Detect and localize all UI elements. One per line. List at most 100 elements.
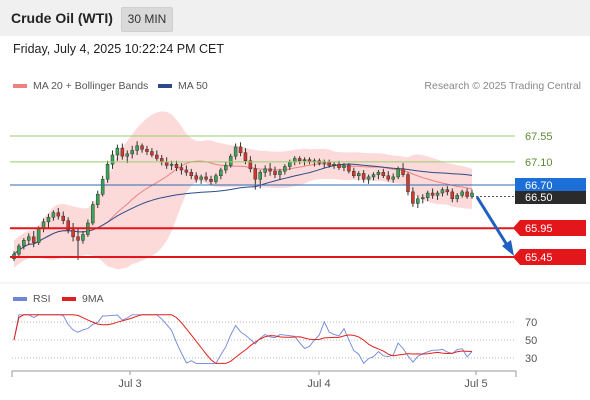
candle: [263, 165, 267, 177]
bollinger-band-area: [14, 111, 472, 270]
rsi-line-path: [13, 314, 473, 365]
candle: [460, 189, 464, 198]
level-text-67-55: 67.55: [525, 131, 553, 143]
candle: [455, 193, 459, 203]
candle: [135, 141, 139, 156]
candle: [46, 213, 51, 228]
instrument-title: Crude Oil (WTI): [11, 10, 113, 26]
candle: [440, 187, 445, 197]
legend-ma20-label: MA 20 + Bollinger Bands: [33, 80, 149, 92]
candle: [130, 145, 134, 159]
x-tick-jul3: Jul 3: [118, 378, 141, 390]
legend-ma50-label: MA 50: [178, 80, 208, 92]
candle: [36, 226, 41, 245]
candle: [66, 217, 70, 234]
rsi-gridlines: 70 50 30: [12, 317, 537, 365]
candle: [342, 163, 346, 172]
candle: [391, 173, 395, 183]
timeframe-badge[interactable]: 30 MIN: [121, 7, 173, 32]
header-bar: [0, 0, 590, 36]
level-label-67-55: 67.55: [525, 131, 553, 143]
candle: [110, 150, 115, 169]
candle: [248, 156, 253, 173]
candle: [120, 143, 125, 160]
candle: [450, 188, 455, 203]
level-label-66-70: 66.70: [515, 178, 586, 192]
candle: [56, 208, 61, 220]
level-text-65-95: 65.95: [525, 223, 553, 235]
candle: [302, 157, 307, 166]
candle: [184, 165, 189, 176]
timestamp: Friday, July 4, 2025 10:22:24 PM CET: [13, 42, 224, 56]
level-text-67-10: 67.10: [525, 157, 553, 169]
candle: [425, 190, 430, 202]
ma50-line-path: [13, 163, 473, 255]
candle: [465, 188, 469, 199]
level-label-65-45: 65.45: [513, 249, 586, 265]
candle: [401, 163, 405, 177]
candle: [71, 223, 75, 242]
candle: [145, 145, 149, 156]
ma50-line: [13, 163, 473, 255]
level-label-67-10: 67.10: [525, 157, 553, 169]
rsi-legend-label: RSI: [33, 293, 51, 305]
candle: [125, 150, 130, 164]
candle: [27, 233, 31, 245]
candle: [352, 167, 356, 179]
candle: [445, 186, 450, 196]
candle: [61, 211, 65, 225]
legend-ma20: MA 20 + Bollinger Bands: [13, 80, 148, 92]
rsi-ma9-line-path: [13, 314, 472, 364]
candle: [356, 171, 361, 181]
ma9-swatch: [62, 297, 76, 301]
candle: [189, 168, 194, 180]
candle: [150, 148, 154, 158]
credit-text: Research © 2025 Trading Central: [424, 80, 581, 92]
candle: [31, 231, 36, 248]
candle: [332, 161, 336, 169]
candle: [268, 163, 272, 176]
x-tick-jul5: Jul 5: [464, 378, 487, 390]
candle: [435, 190, 440, 200]
forecast-arrow: [475, 196, 514, 256]
ma9-legend-label: 9MA: [82, 293, 104, 305]
candle: [238, 142, 243, 157]
candle: [194, 172, 198, 183]
candle: [273, 166, 277, 179]
level-label-66-50: 66.50: [515, 191, 586, 204]
candle: [17, 243, 21, 257]
candle: [155, 150, 159, 161]
ma20-swatch: [13, 84, 27, 88]
rsi-tick-30: 30: [525, 353, 537, 365]
candles: [12, 141, 474, 262]
rsi-lines: [13, 314, 473, 365]
x-tick-jul4: Jul 4: [307, 378, 330, 390]
candle: [209, 175, 213, 185]
legend-ma50: MA 50: [158, 80, 208, 92]
candle: [115, 144, 120, 161]
candle: [95, 190, 100, 209]
level-lines: [10, 135, 515, 258]
level-text-65-45: 65.45: [525, 252, 553, 264]
candle: [81, 231, 85, 244]
candle: [214, 173, 218, 184]
candle: [283, 164, 287, 175]
candle: [179, 163, 184, 175]
candle: [204, 172, 208, 182]
level-label-65-95: 65.95: [513, 220, 586, 236]
candle: [347, 163, 351, 174]
candle: [371, 172, 376, 181]
candle: [297, 156, 302, 165]
ma50-swatch: [158, 84, 172, 88]
candle: [278, 168, 282, 180]
candle: [22, 237, 26, 250]
candle: [366, 174, 371, 184]
bollinger-bands: [13, 111, 473, 270]
candle: [140, 143, 144, 153]
candle: [421, 194, 425, 204]
rsi-tick-70: 70: [525, 317, 537, 329]
candle: [411, 187, 415, 207]
candle: [199, 174, 203, 184]
candle: [233, 143, 238, 160]
